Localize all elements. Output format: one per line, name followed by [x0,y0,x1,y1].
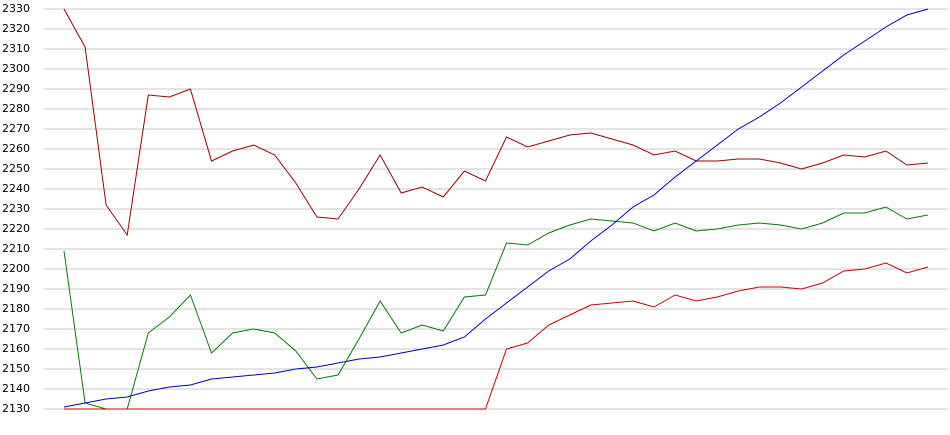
y-tick-label: 2220 [2,222,30,235]
y-tick-label: 2190 [2,282,30,295]
y-tick-label: 2150 [2,362,30,375]
y-tick-label: 2270 [2,122,30,135]
series-line [63,8,929,408]
y-tick-label: 2210 [2,242,30,255]
y-tick-label: 2170 [2,322,30,335]
series-line [64,262,929,410]
y-tick-label: 2160 [2,342,30,355]
y-tick-label: 2310 [2,42,30,55]
y-tick-label: 2290 [2,82,30,95]
y-tick-label: 2240 [2,182,30,195]
y-tick-label: 2280 [2,102,30,115]
y-tick-label: 2200 [2,262,30,275]
series-line [63,8,929,237]
y-tick-label: 2300 [2,62,30,75]
y-tick-label: 2330 [2,2,30,15]
y-tick-label: 2250 [2,162,30,175]
y-tick-label: 2260 [2,142,30,155]
y-tick-label: 2320 [2,22,30,35]
series-line [63,206,929,410]
y-tick-label: 2140 [2,382,30,395]
y-tick-label: 2230 [2,202,30,215]
y-tick-label: 2180 [2,302,30,315]
y-tick-label: 2130 [2,402,30,415]
